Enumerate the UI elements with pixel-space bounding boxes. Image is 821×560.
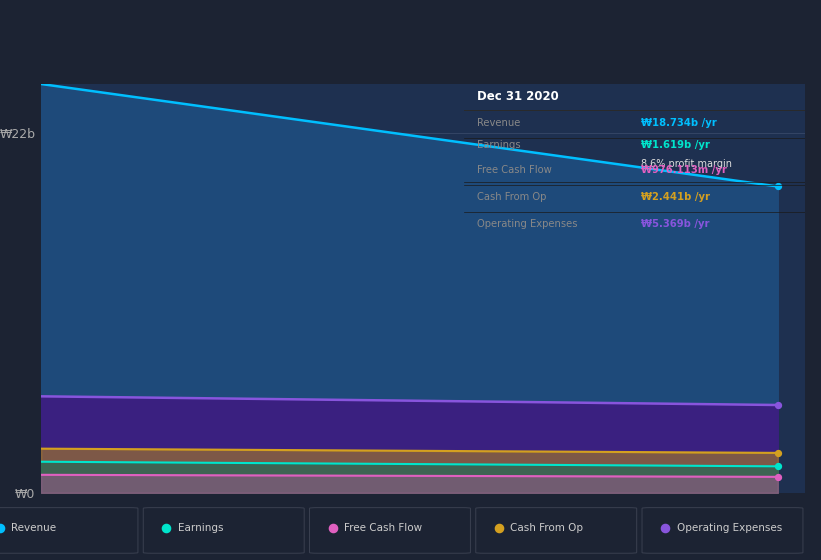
FancyBboxPatch shape: [0, 507, 138, 553]
Point: [771, 400, 784, 409]
Text: Earnings: Earnings: [478, 140, 521, 150]
Text: Revenue: Revenue: [478, 118, 521, 128]
Text: Dec 31 2020: Dec 31 2020: [478, 90, 559, 102]
Point: [493, 524, 506, 533]
Text: Cash From Op: Cash From Op: [511, 523, 583, 533]
Text: Cash From Op: Cash From Op: [478, 192, 547, 202]
FancyBboxPatch shape: [476, 507, 637, 553]
Text: Free Cash Flow: Free Cash Flow: [478, 165, 553, 175]
Text: Earnings: Earnings: [178, 523, 223, 533]
Text: ₩18.734b /yr: ₩18.734b /yr: [641, 118, 717, 128]
Point: [771, 182, 784, 191]
Point: [771, 449, 784, 458]
Text: Revenue: Revenue: [11, 523, 57, 533]
Point: [326, 524, 339, 533]
Text: ₩5.369b /yr: ₩5.369b /yr: [641, 219, 709, 229]
Text: Operating Expenses: Operating Expenses: [478, 219, 578, 229]
Point: [771, 462, 784, 471]
FancyBboxPatch shape: [642, 507, 803, 553]
Text: Free Cash Flow: Free Cash Flow: [344, 523, 422, 533]
FancyBboxPatch shape: [144, 507, 305, 553]
Text: ₩976.113m /yr: ₩976.113m /yr: [641, 165, 727, 175]
Point: [159, 524, 173, 533]
Point: [0, 524, 7, 533]
FancyBboxPatch shape: [310, 507, 470, 553]
Text: ₩1.619b /yr: ₩1.619b /yr: [641, 140, 710, 150]
Point: [658, 524, 672, 533]
Point: [771, 472, 784, 481]
Text: 8.6% profit margin: 8.6% profit margin: [641, 159, 732, 169]
Text: ₩2.441b /yr: ₩2.441b /yr: [641, 192, 710, 202]
Text: Operating Expenses: Operating Expenses: [677, 523, 782, 533]
